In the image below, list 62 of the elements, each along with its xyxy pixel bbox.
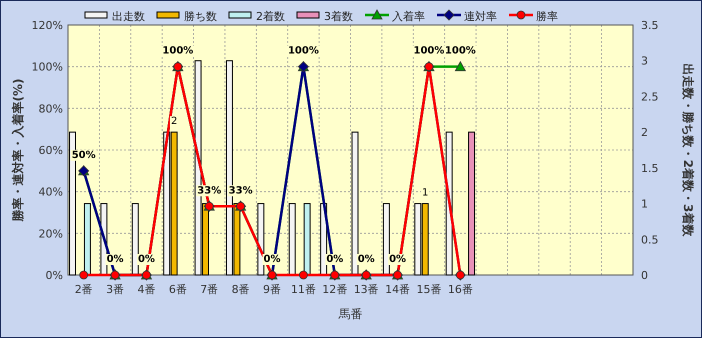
y-tick-label: 60%	[38, 144, 63, 157]
y-tick-label: 40%	[38, 186, 63, 199]
data-label: 0%	[264, 254, 281, 265]
point	[299, 270, 308, 280]
data-label: 100%	[444, 46, 476, 57]
y2-tick-label: 2.5	[641, 90, 658, 104]
y2-tick-label: 1.5	[641, 162, 658, 175]
x-tick-label: 7番	[200, 283, 218, 296]
x-axis-title: 馬番	[338, 307, 362, 321]
y2-tick-label: 3	[641, 54, 648, 68]
data-label: 100%	[414, 46, 444, 57]
legend-label: 3着数	[324, 10, 353, 23]
y-tick-label: 120%	[32, 19, 63, 32]
x-tick-label: 13番	[354, 283, 379, 296]
y-tick-label: 20%	[38, 227, 63, 240]
data-label: 50%	[72, 150, 96, 161]
data-label: 0%	[138, 254, 155, 265]
y2-tick-label: 1	[641, 198, 648, 211]
legend-label: 2着数	[256, 10, 285, 23]
y2-axis-title: 出走数・勝ち数・2着数・3着数	[681, 64, 695, 238]
x-tick-label: 6番	[168, 283, 187, 296]
x-tick-label: 8番	[232, 283, 250, 296]
y2-tick-label: 3.5	[641, 19, 658, 32]
x-tick-label: 3番	[106, 283, 124, 296]
data-label: 0%	[389, 254, 406, 265]
y-tick-label: 80%	[38, 102, 63, 116]
y2-tick-label: 0	[641, 269, 648, 282]
bar	[288, 203, 296, 276]
legend-label: 勝率	[536, 10, 558, 23]
y2-tick-label: 2	[641, 126, 648, 140]
x-tick-label: 16番	[448, 283, 473, 296]
point	[79, 270, 88, 280]
y-tick-label: 100%	[32, 60, 63, 74]
x-tick-label: 2番	[74, 283, 93, 296]
x-tick-label: 15番	[416, 283, 442, 296]
y2-tick-label: 0.5	[641, 233, 658, 246]
legend-label: 入着率	[392, 10, 425, 23]
x-tick-label: 12番	[322, 283, 348, 296]
data-label: 0%	[106, 254, 124, 265]
x-tick-label: 11番	[290, 283, 316, 296]
bar	[352, 132, 358, 276]
x-tick-label: 9番	[263, 283, 282, 296]
y-axis-title: 勝率・連対率・入着率(%)	[11, 78, 25, 222]
bar	[84, 203, 91, 276]
data-label: 100%	[288, 46, 319, 57]
data-label: 33%	[197, 185, 222, 196]
data-label: 0%	[358, 254, 375, 265]
x-tick-label: 4番	[137, 283, 156, 296]
x-tick-label: 14番	[385, 283, 410, 296]
legend-label: 勝ち数	[184, 10, 217, 23]
legend-label: 出走数	[112, 10, 145, 23]
data-label: 100%	[162, 46, 194, 57]
bar	[382, 203, 390, 276]
data-label: 33%	[228, 185, 253, 196]
bar	[132, 203, 139, 276]
point	[454, 61, 466, 72]
data-label: 1	[422, 188, 428, 199]
data-label: 2	[170, 116, 178, 128]
y-tick-label: 0%	[46, 269, 63, 282]
bar	[304, 203, 311, 276]
data-label: 0%	[326, 254, 344, 265]
legend-label: 連対率	[464, 10, 497, 23]
